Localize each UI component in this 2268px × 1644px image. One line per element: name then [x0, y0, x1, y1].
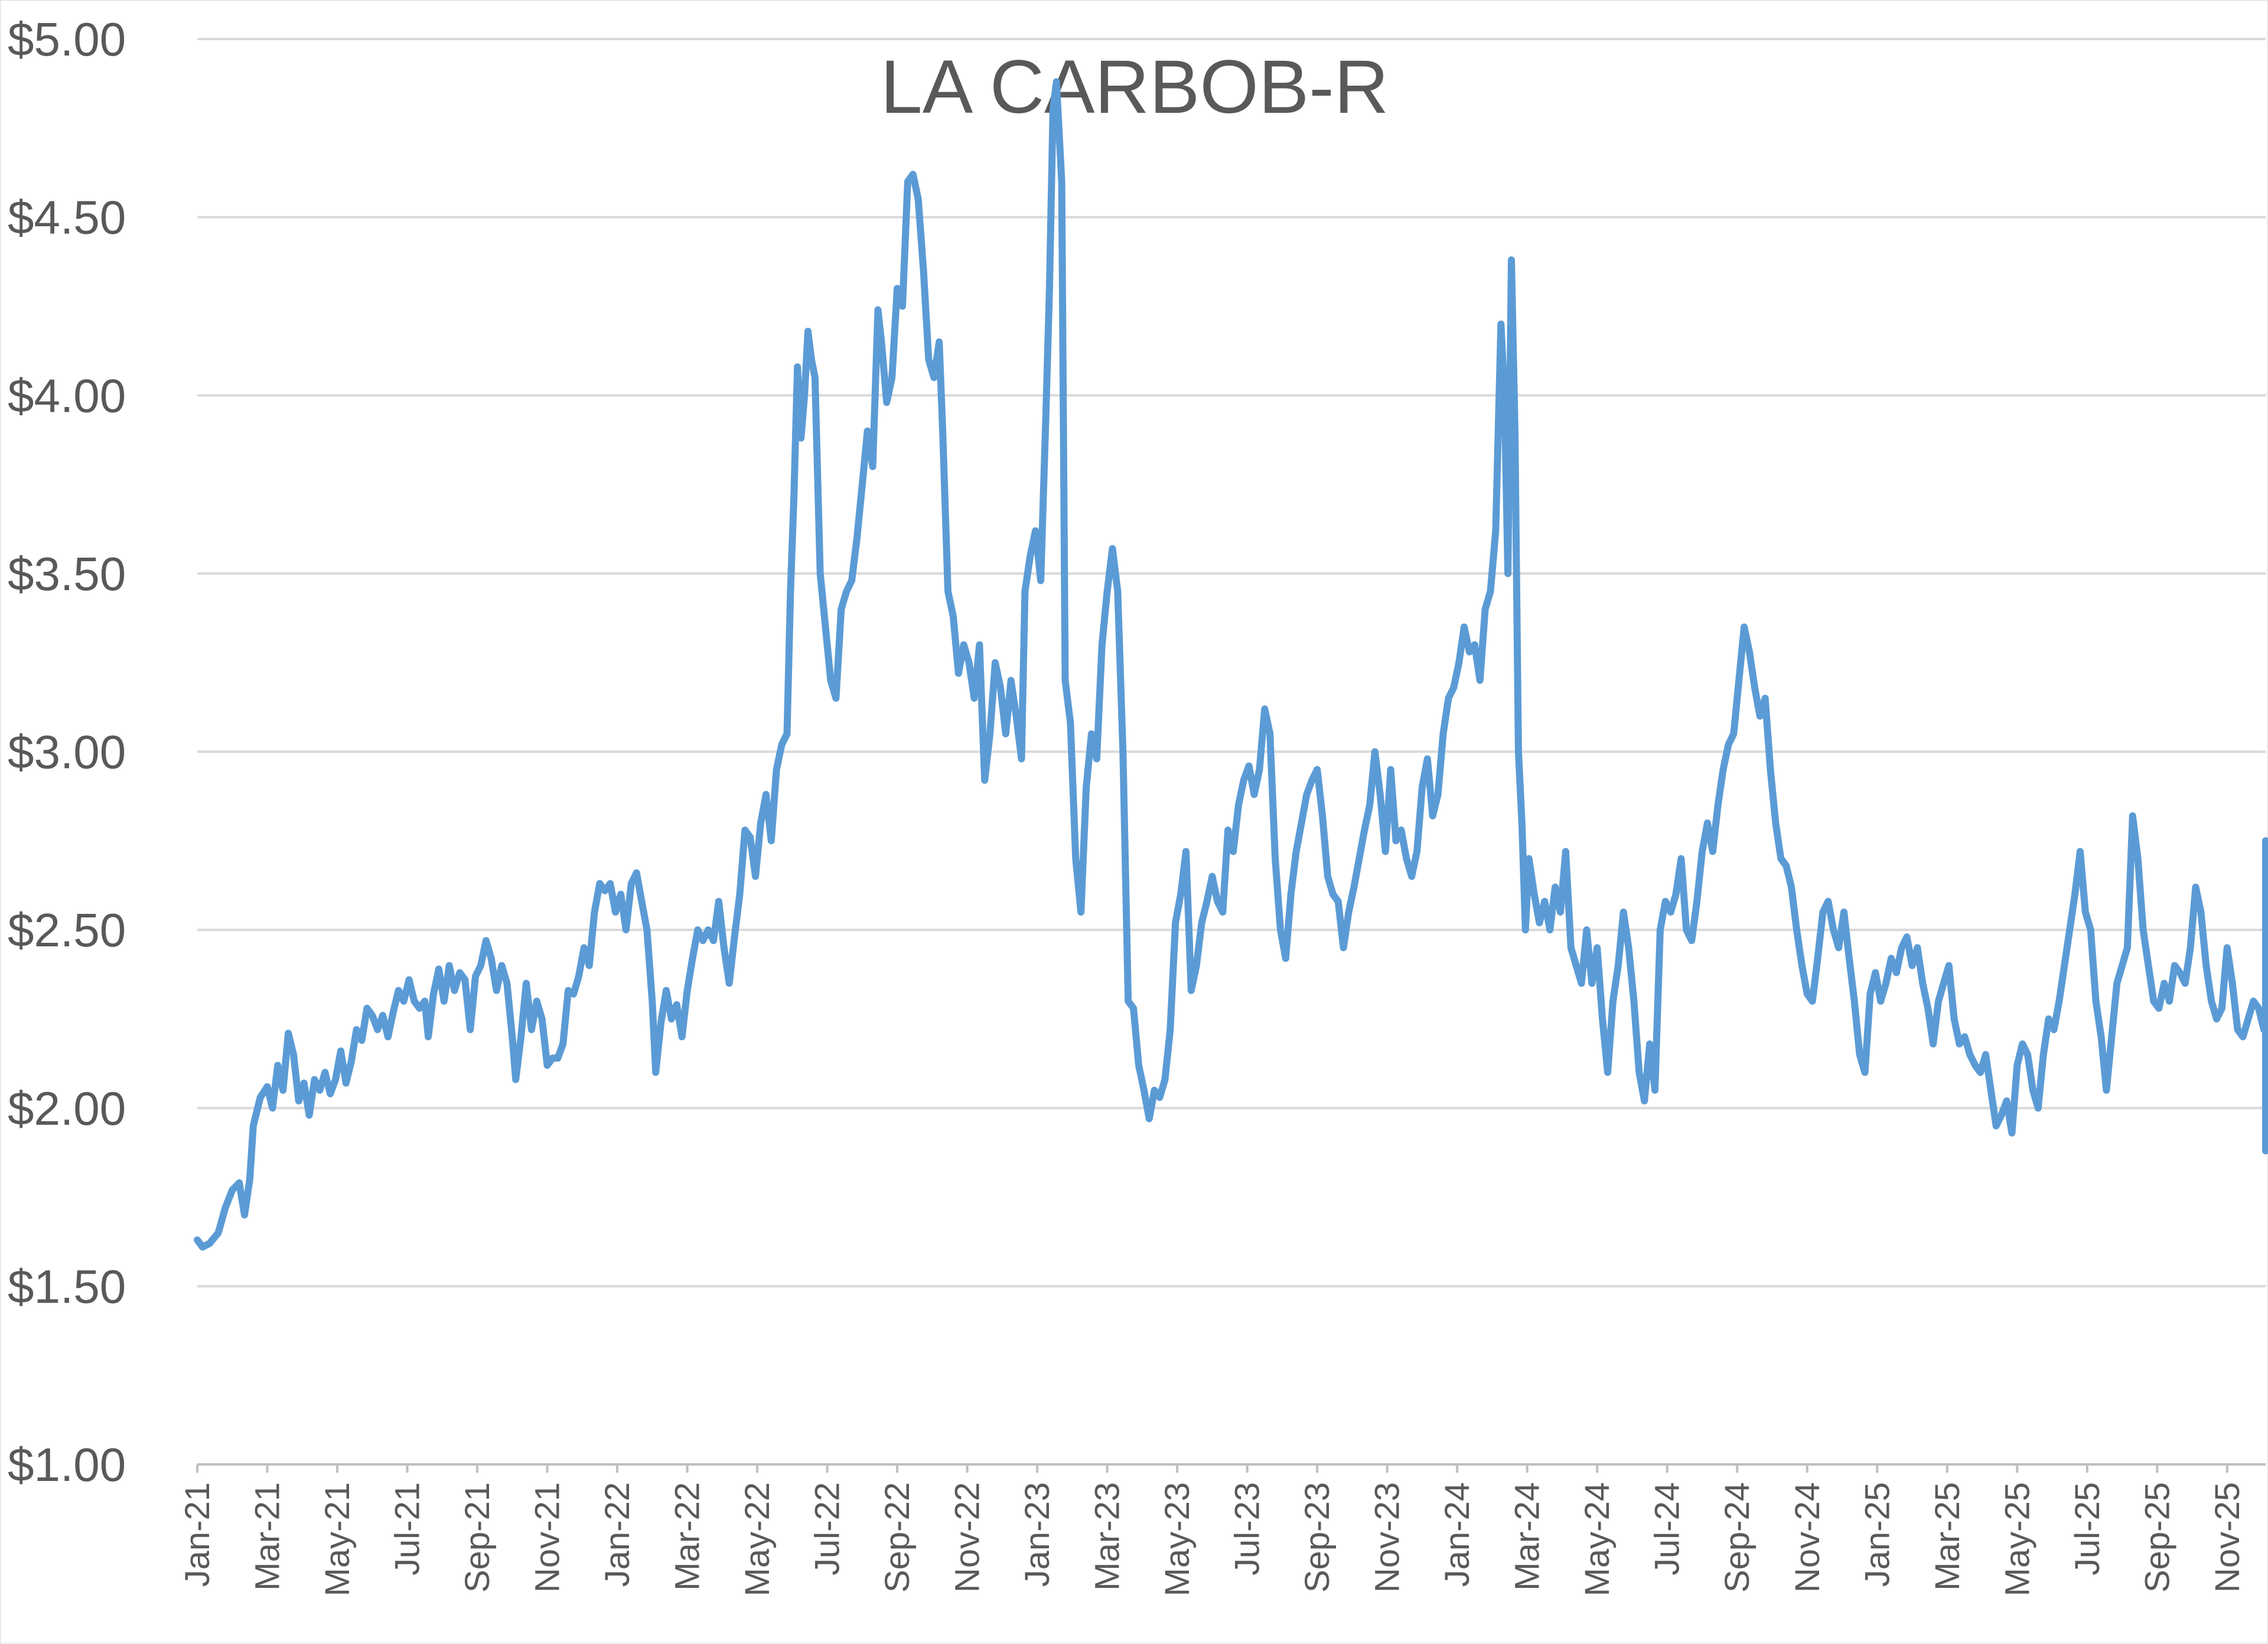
- y-tick-label: $2.50: [8, 904, 126, 956]
- x-tick-label: Jul-25: [2068, 1482, 2107, 1575]
- x-tick-label: Nov-22: [949, 1482, 987, 1593]
- x-tick-label: Sep-25: [2138, 1482, 2176, 1593]
- x-tick-label: May-24: [1578, 1482, 1617, 1596]
- x-tick-label: May-22: [738, 1482, 777, 1596]
- x-tick-label: May-25: [1998, 1482, 2036, 1596]
- x-tick-label: Jul-21: [389, 1482, 427, 1575]
- x-tick-label: Jan-22: [598, 1482, 637, 1587]
- y-tick-label: $3.00: [8, 726, 126, 779]
- x-tick-label: Jan-21: [178, 1482, 217, 1587]
- x-tick-label: Jul-22: [809, 1482, 847, 1575]
- y-tick-label: $1.50: [8, 1260, 126, 1313]
- x-tick-label: Jul-23: [1228, 1482, 1267, 1575]
- x-tick-label: Nov-23: [1368, 1482, 1407, 1593]
- x-tick-label: Jan-25: [1858, 1482, 1896, 1587]
- x-tick-label: Nov-21: [529, 1482, 567, 1593]
- x-tick-label: Sep-22: [878, 1482, 917, 1593]
- x-tick-label: Jan-24: [1438, 1482, 1477, 1587]
- x-tick-label: Nov-24: [1788, 1482, 1827, 1593]
- x-tick-label: Mar-25: [1928, 1482, 1967, 1591]
- y-tick-label: $5.00: [8, 13, 126, 66]
- x-tick-label: Mar-24: [1508, 1482, 1547, 1591]
- x-axis-labels: Jan-21 Mar-21 May-21 Jul-21 Sep-21 Nov-21 Jan-…: [178, 1464, 2247, 1596]
- y-tick-label: $4.50: [8, 191, 126, 244]
- x-tick-label: Jul-24: [1648, 1482, 1687, 1575]
- x-tick-label: Nov-25: [2208, 1482, 2247, 1593]
- gridlines: [197, 38, 2266, 1288]
- x-tick-label: Sep-23: [1298, 1482, 1337, 1593]
- x-tick-label: Sep-24: [1718, 1482, 1757, 1593]
- y-tick-label: $2.00: [8, 1082, 126, 1135]
- y-axis-labels: $5.00 $4.50 $4.00 $3.50 $3.00 $2.50 $2.00 $1.50…: [8, 13, 126, 1491]
- x-tick-label: Mar-22: [669, 1482, 707, 1591]
- x-tick-label: May-21: [318, 1482, 357, 1596]
- y-tick-label: $3.50: [8, 548, 126, 600]
- series-line: [194, 78, 2268, 1251]
- y-tick-label: $1.00: [8, 1438, 126, 1491]
- x-tick-label: Sep-21: [458, 1482, 497, 1593]
- x-tick-label: Mar-23: [1089, 1482, 1127, 1591]
- chart-title: LA CARBOB-R: [881, 45, 1389, 129]
- x-tick-label: May-23: [1158, 1482, 1197, 1596]
- x-tick-label: Jan-23: [1018, 1482, 1057, 1587]
- y-tick-label: $4.00: [8, 369, 126, 422]
- x-tick-label: Mar-21: [249, 1482, 287, 1591]
